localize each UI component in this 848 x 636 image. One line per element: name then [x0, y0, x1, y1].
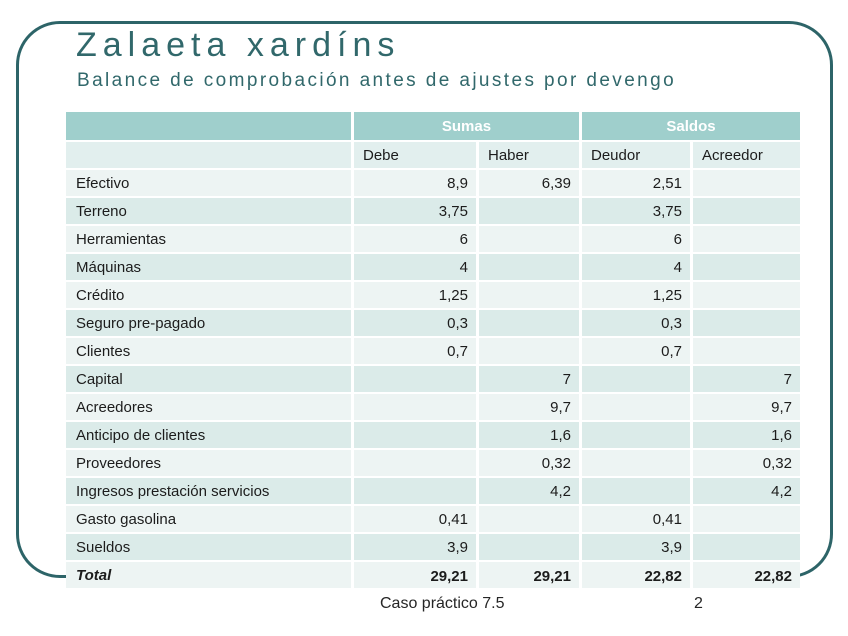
footer-caption: Caso práctico 7.5 — [380, 595, 505, 612]
row-label: Terreno — [66, 198, 351, 224]
row-label: Efectivo — [66, 170, 351, 196]
cell-debe: 0,41 — [354, 506, 476, 532]
cell-acreedor: 1,6 — [693, 422, 800, 448]
cell-deudor: 0,7 — [582, 338, 690, 364]
row-label: Proveedores — [66, 450, 351, 476]
cell-debe: 6 — [354, 226, 476, 252]
cell-haber — [479, 506, 579, 532]
column-group-saldos: Saldos — [582, 112, 800, 140]
cell-haber: 7 — [479, 366, 579, 392]
page-number: 2 — [694, 595, 703, 612]
cell-deudor: 1,25 — [582, 282, 690, 308]
row-label: Acreedores — [66, 394, 351, 420]
slide-subtitle: Balance de comprobación antes de ajustes… — [77, 70, 677, 91]
cell-deudor — [582, 478, 690, 504]
cell-debe: 0,3 — [354, 310, 476, 336]
total-debe: 29,21 — [354, 562, 476, 588]
cell-debe — [354, 422, 476, 448]
total-haber: 29,21 — [479, 562, 579, 588]
cell-debe: 8,9 — [354, 170, 476, 196]
column-header-haber: Haber — [479, 142, 579, 168]
cell-acreedor — [693, 534, 800, 560]
row-label: Crédito — [66, 282, 351, 308]
row-label: Anticipo de clientes — [66, 422, 351, 448]
cell-acreedor — [693, 254, 800, 280]
row-label: Ingresos prestación servicios — [66, 478, 351, 504]
cell-deudor: 2,51 — [582, 170, 690, 196]
cell-deudor: 0,41 — [582, 506, 690, 532]
cell-acreedor — [693, 338, 800, 364]
cell-acreedor: 7 — [693, 366, 800, 392]
cell-deudor — [582, 394, 690, 420]
cell-deudor — [582, 366, 690, 392]
cell-acreedor — [693, 310, 800, 336]
cell-acreedor — [693, 226, 800, 252]
cell-debe: 3,75 — [354, 198, 476, 224]
cell-haber — [479, 226, 579, 252]
cell-debe — [354, 450, 476, 476]
row-label: Capital — [66, 366, 351, 392]
cell-deudor — [582, 422, 690, 448]
cell-debe — [354, 366, 476, 392]
slide-title: Zalaeta xardíns — [76, 26, 401, 64]
row-label: Clientes — [66, 338, 351, 364]
total-acreedor: 22,82 — [693, 562, 800, 588]
cell-haber — [479, 198, 579, 224]
cell-acreedor: 9,7 — [693, 394, 800, 420]
row-label: Sueldos — [66, 534, 351, 560]
cell-deudor: 0,3 — [582, 310, 690, 336]
cell-haber — [479, 310, 579, 336]
row-label: Seguro pre-pagado — [66, 310, 351, 336]
cell-deudor: 3,75 — [582, 198, 690, 224]
cell-haber — [479, 282, 579, 308]
cell-haber — [479, 534, 579, 560]
row-label: Máquinas — [66, 254, 351, 280]
cell-haber: 9,7 — [479, 394, 579, 420]
cell-debe: 3,9 — [354, 534, 476, 560]
cell-haber: 4,2 — [479, 478, 579, 504]
row-label: Herramientas — [66, 226, 351, 252]
subheader-empty-cell — [66, 142, 351, 168]
cell-acreedor: 0,32 — [693, 450, 800, 476]
cell-debe: 0,7 — [354, 338, 476, 364]
column-header-acreedor: Acreedor — [693, 142, 800, 168]
total-row-label: Total — [66, 562, 351, 588]
cell-debe: 1,25 — [354, 282, 476, 308]
cell-haber: 6,39 — [479, 170, 579, 196]
cell-haber: 0,32 — [479, 450, 579, 476]
total-deudor: 22,82 — [582, 562, 690, 588]
column-header-deudor: Deudor — [582, 142, 690, 168]
cell-haber: 1,6 — [479, 422, 579, 448]
cell-deudor: 3,9 — [582, 534, 690, 560]
cell-acreedor — [693, 170, 800, 196]
cell-debe — [354, 394, 476, 420]
cell-acreedor: 4,2 — [693, 478, 800, 504]
cell-acreedor — [693, 506, 800, 532]
column-group-sumas: Sumas — [354, 112, 579, 140]
table-corner-cell — [66, 112, 351, 140]
cell-deudor: 4 — [582, 254, 690, 280]
cell-haber — [479, 254, 579, 280]
cell-haber — [479, 338, 579, 364]
cell-acreedor — [693, 198, 800, 224]
cell-acreedor — [693, 282, 800, 308]
column-header-debe: Debe — [354, 142, 476, 168]
row-label: Gasto gasolina — [66, 506, 351, 532]
cell-deudor — [582, 450, 690, 476]
cell-deudor: 6 — [582, 226, 690, 252]
cell-debe: 4 — [354, 254, 476, 280]
balance-table: Sumas Saldos Debe Haber Deudor Acreedor … — [66, 112, 800, 588]
cell-debe — [354, 478, 476, 504]
